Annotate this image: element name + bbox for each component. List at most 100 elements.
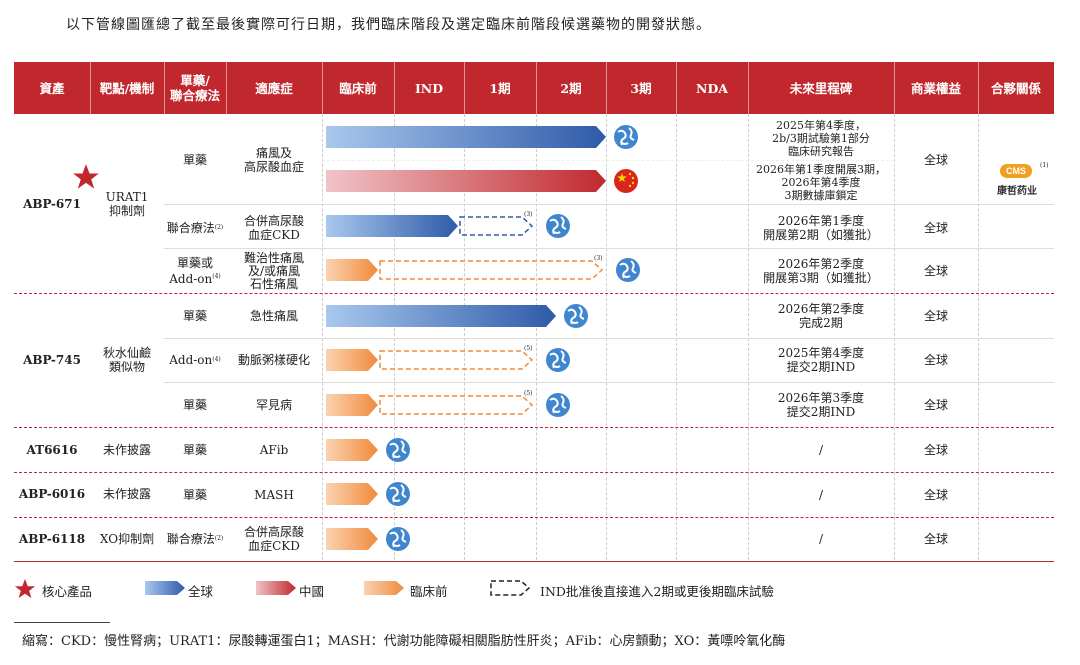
pipeline-bar-row5 [326, 349, 378, 371]
header-indication: 適應症 [255, 80, 293, 96]
row3-mode: 單藥或 Add-on(4) [169, 256, 221, 286]
target-at6616: 未作披露 [102, 443, 151, 457]
globe-icon [386, 482, 410, 506]
legend-dashed: IND批准後直接進入2期或更後期臨床試驗 [540, 584, 774, 599]
header-preclinical: 臨床前 [339, 80, 377, 96]
pipeline-bar-row9 [326, 528, 378, 550]
header-phase1: 1期 [489, 80, 511, 96]
row9-indication: 合併高尿酸 血症CKD [243, 525, 304, 553]
globe-icon [386, 438, 410, 462]
legend-star-icon [14, 578, 36, 600]
target-abp6016: 未作披露 [102, 487, 151, 501]
pipeline-bar-row0 [326, 126, 606, 148]
pipeline-bar-row4 [326, 305, 556, 327]
intro-text: 以下管線圖匯總了截至最後實際可行日期，我們臨床階段及選定臨床前階段候選藥物的開發… [66, 17, 711, 33]
row5-milestone: 2025年第4季度 提交2期IND [777, 346, 865, 374]
header-rights: 商業權益 [910, 80, 961, 96]
pipeline-bar-row2 [326, 215, 458, 237]
header-ind: IND [414, 80, 444, 96]
legend-preclinical: 臨床前 [410, 584, 448, 599]
row2-milestone: 2026年第1季度 開展第2期（如獲批） [763, 214, 879, 242]
legend-preclinical-swatch [364, 579, 404, 597]
row6-indication: 罕見病 [255, 398, 292, 412]
core-product-star-icon [72, 163, 100, 191]
row0-rights: 全球 [923, 153, 948, 167]
legend-dashed-swatch [490, 579, 531, 597]
partner-logo: CMS 康哲药业 (1) [990, 162, 1050, 202]
row8-indication: MASH [254, 488, 294, 502]
header-target: 靶點/機制 [99, 80, 155, 96]
globe-icon [546, 214, 570, 238]
asset-abp6016: ABP-6016 [18, 487, 86, 501]
pipeline-bar-row6 [326, 394, 378, 416]
row2-rights: 全球 [923, 221, 948, 235]
row8-mode: 單藥 [182, 488, 207, 502]
header-nda: NDA [696, 80, 728, 96]
row3-rights: 全球 [923, 264, 948, 278]
row2-indication: 合併高尿酸 血症CKD [243, 214, 304, 242]
row7-indication: AFib [259, 443, 289, 457]
row7-mode: 單藥 [182, 443, 207, 457]
asset-abp6118: ABP-6118 [18, 532, 86, 546]
legend-global-swatch [145, 579, 185, 597]
legend-core: 核心產品 [42, 584, 93, 599]
pipeline-dashed-bar-row6 [379, 395, 534, 415]
pipeline-bar-row3 [326, 259, 378, 281]
asset-abp745: ABP-745 [23, 353, 81, 367]
globe-icon [546, 348, 570, 372]
row5-rights: 全球 [923, 353, 948, 367]
globe-icon [546, 393, 570, 417]
footnote-abbreviations: 縮寫：CKD：慢性腎病；URAT1：尿酸轉運蛋白1；MASH：代謝功能障礙相關脂… [22, 634, 786, 649]
row6-mode: 單藥 [182, 398, 207, 412]
pipeline-dashed-bar-row3 [379, 260, 604, 280]
header-phase2: 2期 [560, 80, 582, 96]
legend-china: 中國 [299, 584, 325, 599]
row9-milestone: / [818, 532, 824, 546]
row7-rights: 全球 [923, 443, 948, 457]
globe-icon [564, 304, 588, 328]
row6-milestone: 2026年第3季度 提交2期IND [777, 391, 865, 419]
header-asset: 資產 [39, 80, 65, 96]
row8-rights: 全球 [923, 488, 948, 502]
row5-indication: 動脈粥樣硬化 [237, 353, 310, 367]
pipeline-bar-row7 [326, 439, 378, 461]
table-header [14, 62, 1054, 114]
globe-icon [616, 258, 640, 282]
row8-milestone: / [818, 488, 824, 502]
row3-milestone: 2026年第2季度 開展第3期（如獲批） [763, 257, 879, 285]
header-partner: 合夥關係 [990, 80, 1041, 96]
row2-mode: 聯合療法 (2) [166, 221, 224, 235]
legend-china-swatch [256, 579, 296, 597]
bar-footnote-row2: (3) [524, 211, 533, 218]
row9-mode: 聯合療法 (2) [166, 532, 224, 546]
pipeline-dashed-bar-row5 [379, 350, 534, 370]
row3-indication: 難治性痛風 及/或痛風 石性痛風 [243, 250, 304, 291]
row9-rights: 全球 [923, 532, 948, 546]
bar-footnote-row3: (3) [594, 255, 603, 262]
row6-rights: 全球 [923, 398, 948, 412]
cms-logo-badge: CMS [1000, 164, 1032, 178]
target-abp6118: XO抑制劑 [99, 532, 155, 546]
partner-name: 康哲药业 [997, 186, 1037, 197]
pipeline-bar-row8 [326, 483, 378, 505]
header-mode: 單藥/ 聯合療法 [169, 73, 220, 103]
bar-footnote-row5: (5) [524, 345, 533, 352]
header-phase3: 3期 [630, 80, 652, 96]
china-flag-icon [614, 169, 638, 193]
header-milestone: 未來里程碑 [789, 80, 853, 96]
row4-milestone: 2026年第2季度 完成2期 [777, 302, 865, 330]
legend-global: 全球 [188, 584, 214, 599]
row7-milestone: / [818, 443, 824, 457]
asset-abp671: ABP-671 [23, 197, 81, 211]
row5-mode: Add-on (4) [169, 353, 221, 367]
row0-mode: 單藥 [182, 153, 207, 167]
globe-icon [386, 527, 410, 551]
globe-icon [614, 125, 638, 149]
target-abp745: 秋水仙鹼 類似物 [102, 346, 151, 374]
pipeline-dashed-bar-row2 [459, 216, 534, 236]
row0-milestone: 2025年第4季度， 2b/3期試驗第1部分 臨床研究報告 [772, 118, 870, 158]
row4-mode: 單藥 [182, 309, 207, 323]
bar-footnote-row6: (5) [524, 390, 533, 397]
partner-footnote: (1) [1040, 162, 1049, 169]
